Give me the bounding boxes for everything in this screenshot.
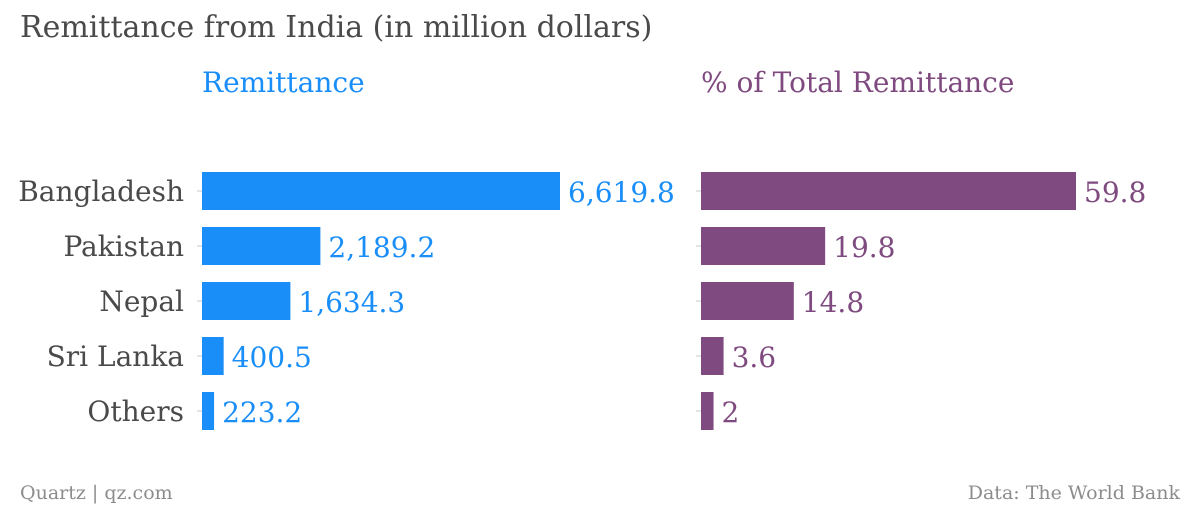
bar xyxy=(202,392,215,430)
data-label: 2 xyxy=(722,396,740,429)
data-label: 400.5 xyxy=(232,341,312,374)
data-source: Data: The World Bank xyxy=(967,482,1180,504)
category-label: Nepal xyxy=(99,285,184,318)
bar xyxy=(701,337,724,375)
data-label: 14.8 xyxy=(802,286,864,319)
bar xyxy=(202,337,224,375)
bar xyxy=(202,282,291,320)
data-label: 1,634.3 xyxy=(298,286,405,319)
bar xyxy=(701,282,794,320)
data-label: 223.2 xyxy=(222,396,302,429)
data-label: 59.8 xyxy=(1084,176,1146,209)
panel-title: Remittance xyxy=(202,66,365,99)
bar xyxy=(202,227,321,265)
bar xyxy=(701,172,1076,210)
panel-title: % of Total Remittance xyxy=(701,66,1014,99)
data-label: 19.8 xyxy=(833,231,895,264)
category-label: Pakistan xyxy=(63,230,184,263)
category-label: Others xyxy=(87,395,184,428)
data-label: 2,189.2 xyxy=(328,231,435,264)
bar xyxy=(202,172,560,210)
bar xyxy=(701,227,826,265)
data-label: 3.6 xyxy=(732,341,777,374)
source-credit: Quartz | qz.com xyxy=(20,482,173,504)
category-label: Sri Lanka xyxy=(47,340,184,373)
bar-charts: Bangladesh Pakistan Nepal Sri Lanka Others Re… xyxy=(18,66,1146,430)
bar xyxy=(701,392,714,430)
chart-title: Remittance from India (in million dollar… xyxy=(20,10,653,45)
category-label: Bangladesh xyxy=(18,175,184,208)
data-label: 6,619.8 xyxy=(568,176,675,209)
